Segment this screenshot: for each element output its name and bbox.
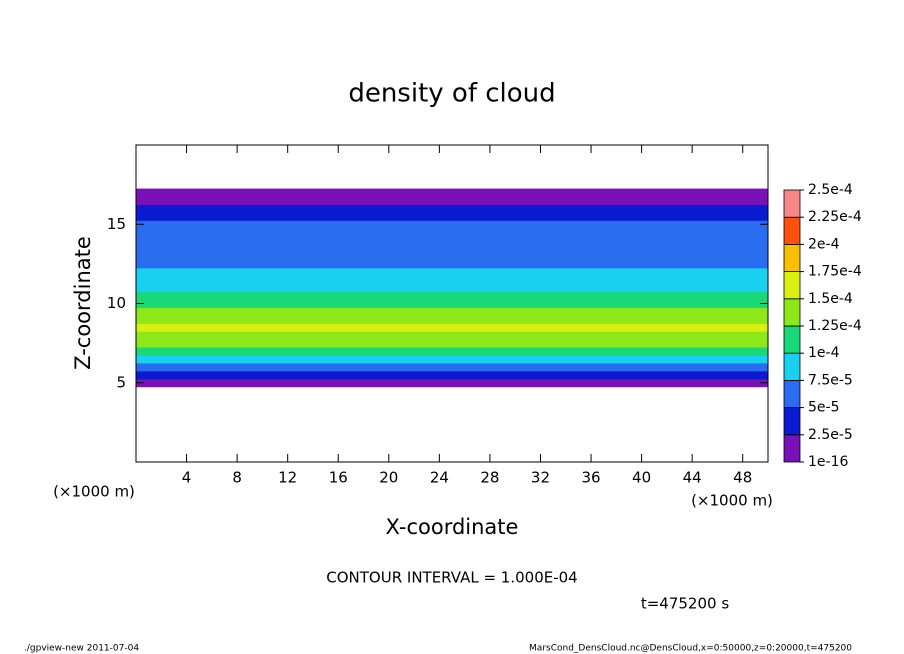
heat-row (136, 323, 768, 332)
x-unit: (×1000 m) (691, 492, 773, 510)
heat-row (136, 275, 768, 285)
colorbar-cell (783, 243, 801, 272)
heat-row (136, 362, 768, 372)
colorbar-label: 1e-16 (808, 454, 848, 470)
x-tick-label: 36 (581, 469, 600, 487)
heat-row (136, 315, 768, 324)
y-tick-label: 10 (107, 294, 126, 312)
chart-title: density of cloud (348, 79, 555, 109)
heat-row (136, 188, 768, 198)
heat-row (136, 259, 768, 269)
heat-row (136, 220, 768, 229)
heat-row (136, 370, 768, 380)
heat-row (136, 378, 768, 388)
colorbar-cell (783, 189, 801, 218)
heat-row (136, 267, 768, 277)
colorbar-label: 7.5e-5 (808, 372, 853, 388)
colorbar-cell (783, 379, 801, 408)
x-tick-label: 12 (278, 469, 297, 487)
x-tick-label: 16 (329, 469, 348, 487)
heat-row (136, 204, 768, 213)
heat-row (136, 228, 768, 237)
heat-row (136, 291, 768, 301)
heat-row (136, 331, 768, 340)
time-note: t=475200 s (641, 595, 729, 613)
heat-row (136, 283, 768, 293)
x-tick-label: 20 (379, 469, 398, 487)
colorbar-label: 1.5e-4 (808, 291, 853, 307)
colorbar-label: 5e-5 (808, 400, 839, 416)
x-tick-label: 44 (683, 469, 702, 487)
y-tick-label: 5 (116, 373, 126, 391)
colorbar-label: 1.25e-4 (808, 318, 862, 334)
colorbar-label: 2e-4 (808, 236, 840, 252)
x-tick-label: 32 (531, 469, 550, 487)
contour-note: CONTOUR INTERVAL = 1.000E-04 (326, 569, 577, 587)
x-axis-label: X-coordinate (386, 515, 519, 539)
heat-row (136, 299, 768, 308)
heat-row (136, 236, 768, 245)
x-tick-label: 4 (182, 469, 192, 487)
heat-row (136, 244, 768, 253)
colorbar-cell (783, 352, 801, 381)
colorbar-label: 1e-4 (808, 345, 840, 361)
colorbar-label: 2.25e-4 (808, 209, 862, 225)
colorbar-cell (783, 407, 801, 436)
footer-right: MarsCond_DensCloud.nc@DensCloud,x=0:5000… (529, 644, 852, 654)
colorbar-label: 2.5e-5 (808, 427, 853, 443)
heat-row (136, 251, 768, 261)
colorbar-cell (783, 325, 801, 354)
footer-left: ./gpview-new 2011-07-04 (24, 644, 139, 654)
heat-row (136, 339, 768, 348)
x-tick-label: 24 (430, 469, 449, 487)
x-tick-label: 40 (632, 469, 651, 487)
colorbar-cell (783, 298, 801, 327)
colorbar-cell (783, 434, 801, 463)
x-tick-label: 28 (480, 469, 499, 487)
colorbar-label: 2.5e-4 (808, 182, 853, 198)
y-unit: (×1000 m) (53, 483, 135, 501)
colorbar-cell (783, 271, 801, 300)
x-tick-label: 8 (232, 469, 242, 487)
y-tick-label: 15 (107, 215, 126, 233)
heat-row (136, 307, 768, 316)
heat-row (136, 212, 768, 221)
y-axis-label: Z-coordinate (71, 236, 95, 370)
heat-row (136, 196, 768, 205)
heat-row (136, 355, 768, 364)
colorbar-cell (783, 216, 801, 245)
x-tick-label: 48 (733, 469, 752, 487)
heat-row (136, 347, 768, 356)
colorbar-label: 1.75e-4 (808, 264, 862, 280)
